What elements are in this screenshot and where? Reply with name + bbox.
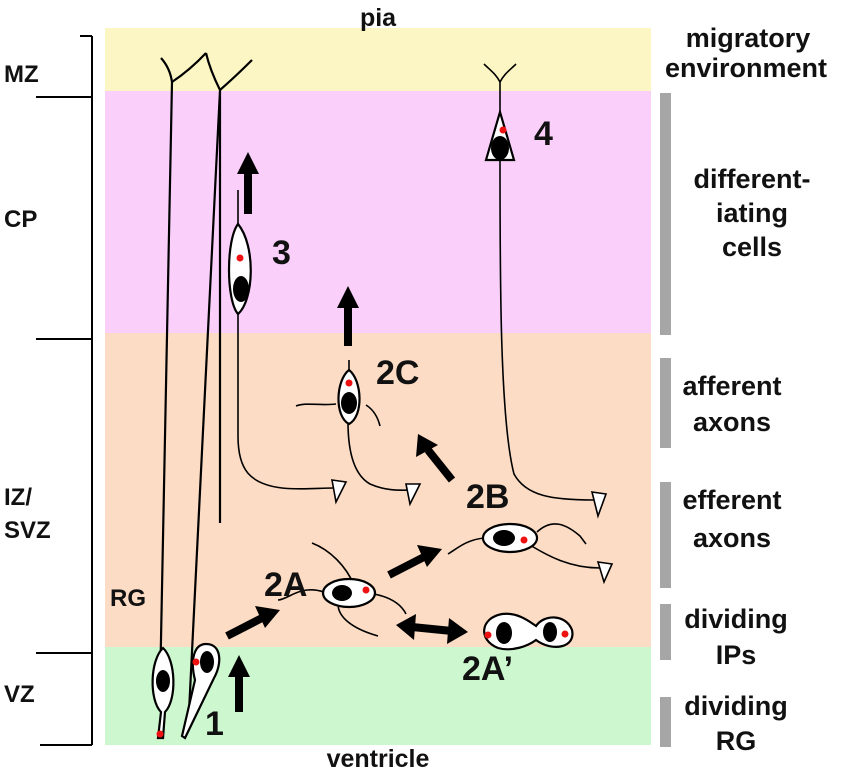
stage-label-2a-prime: 2A’ xyxy=(462,650,513,688)
stage-label-1: 1 xyxy=(205,705,224,743)
afferent-bar xyxy=(660,358,671,448)
zone-bracket xyxy=(36,35,93,746)
dividing-ip-cell-2a-prime xyxy=(483,612,574,651)
rg-cell-ventricular xyxy=(151,646,175,740)
dividing-ips-label-2: IPs xyxy=(716,640,757,670)
zone-label-vz: VZ xyxy=(4,681,35,708)
differentiating-label-1: different- xyxy=(694,164,811,194)
differentiating-label-3: cells xyxy=(722,232,782,262)
dividing-ips-label-1: dividing xyxy=(684,604,788,634)
migratory-label-2: environment xyxy=(665,53,827,83)
multipolar-cell-2b xyxy=(447,522,614,585)
arrow-up-2c xyxy=(337,286,359,346)
efferent-label-2: axons xyxy=(693,523,771,553)
multipolar-cell-2a xyxy=(277,542,407,637)
cp-band xyxy=(105,91,651,333)
dividing-ips-bar xyxy=(660,604,671,660)
stage-label-4: 4 xyxy=(534,115,553,153)
afferent-label-1: afferent xyxy=(682,371,781,401)
stage-label-2c: 2C xyxy=(376,354,419,392)
arrow-up-3 xyxy=(237,152,259,214)
zone-label-mz: MZ xyxy=(4,61,39,88)
differentiating-bar xyxy=(660,93,671,335)
arrow-to-2c xyxy=(416,434,456,483)
zone-label-iz: IZ/ xyxy=(4,484,32,511)
arrow-to-2a xyxy=(225,606,280,640)
pia-label: pia xyxy=(360,4,397,32)
zone-label-svz: SVZ xyxy=(4,517,51,544)
zone-label-cp: CP xyxy=(4,206,37,233)
arrow-up-1 xyxy=(228,655,250,712)
migrating-neuron-3 xyxy=(227,190,348,505)
efferent-label-1: efferent xyxy=(682,485,781,515)
rg-cell-dividing xyxy=(180,642,221,740)
efferent-bar xyxy=(660,482,671,588)
dividing-rg-label-1: dividing xyxy=(684,691,788,721)
afferent-label-2: axons xyxy=(693,407,771,437)
migratory-label-1: migratory xyxy=(686,23,811,53)
arrow-to-2b xyxy=(387,545,442,579)
mz-band xyxy=(105,28,651,91)
stage-label-2b: 2B xyxy=(466,478,509,516)
differentiating-label-2: iating xyxy=(716,198,788,228)
arrow-bidirectional-2a-prime xyxy=(396,614,468,644)
dividing-rg-label-2: RG xyxy=(716,726,757,756)
radial-glia-fibers xyxy=(158,52,253,733)
dividing-rg-bar xyxy=(660,697,671,747)
bipolar-cell-2c xyxy=(295,360,422,507)
ventricle-label: ventricle xyxy=(327,745,430,773)
stage-label-2a: 2A xyxy=(264,566,307,604)
differentiating-neuron-4 xyxy=(483,63,608,519)
stage-label-3: 3 xyxy=(272,234,291,272)
stage-label-rg: RG xyxy=(110,585,146,612)
